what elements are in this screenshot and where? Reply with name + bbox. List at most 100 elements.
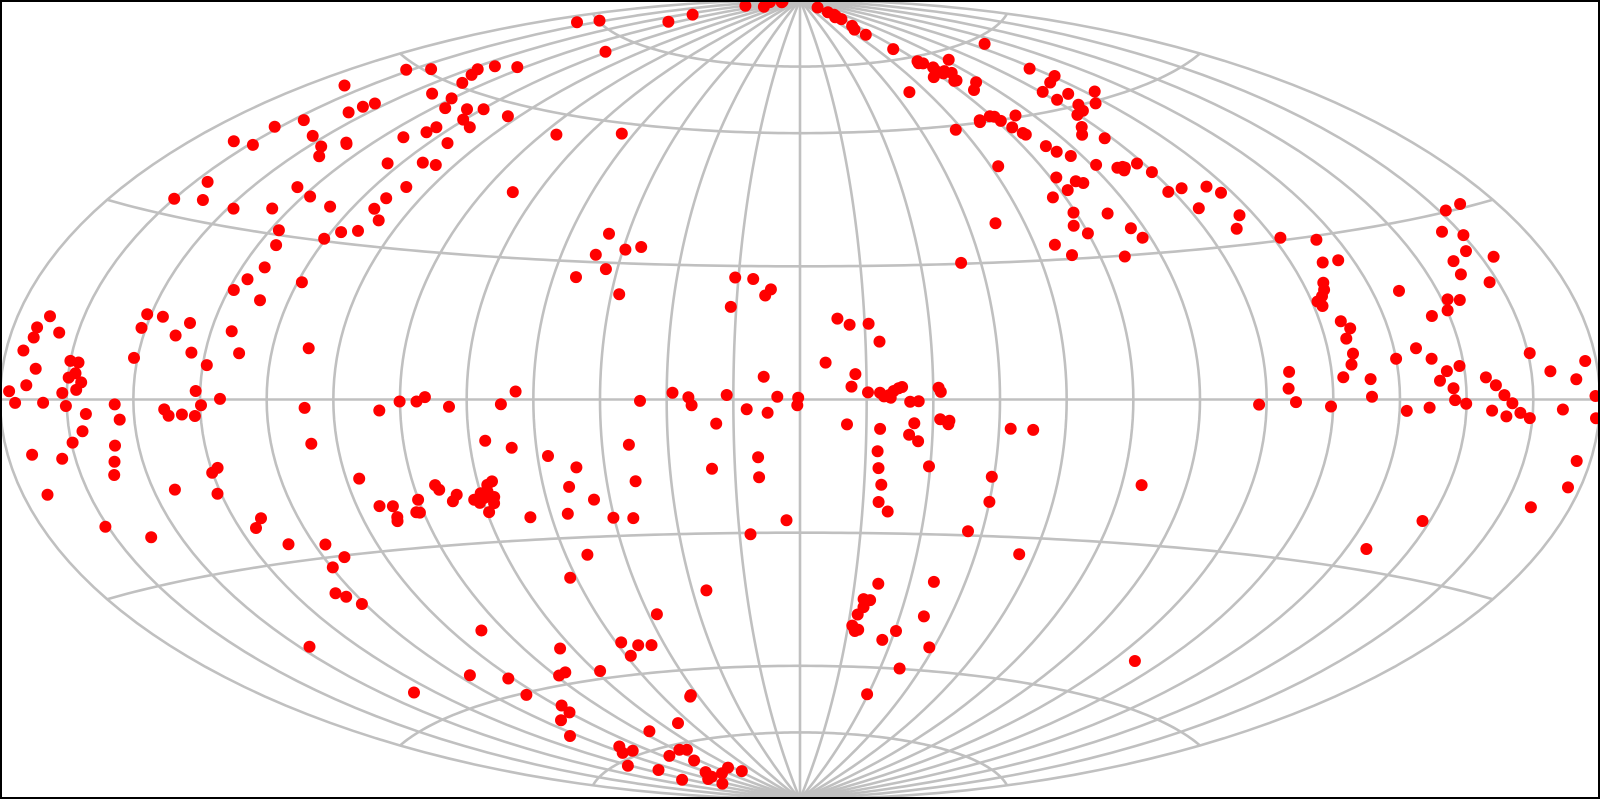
- source-point: [254, 294, 266, 307]
- source-point: [1067, 206, 1080, 219]
- source-point: [408, 686, 420, 699]
- source-point: [761, 406, 774, 419]
- source-point: [1290, 396, 1302, 409]
- source-point: [426, 87, 439, 100]
- source-point: [509, 385, 522, 398]
- source-point: [1364, 373, 1377, 386]
- source-point: [352, 224, 364, 237]
- source-point: [716, 777, 729, 790]
- source-point: [1215, 186, 1227, 199]
- source-point: [903, 86, 916, 99]
- source-point: [851, 608, 864, 621]
- source-point: [56, 387, 69, 399]
- source-point: [876, 633, 889, 646]
- source-point: [616, 746, 629, 759]
- source-point: [1500, 410, 1513, 423]
- source-point: [917, 57, 930, 70]
- source-point: [313, 150, 326, 163]
- source-point: [141, 308, 154, 321]
- source-point: [37, 396, 50, 409]
- source-point: [400, 63, 413, 76]
- source-point: [564, 730, 576, 742]
- source-point: [64, 354, 77, 367]
- source-point: [338, 551, 351, 564]
- source-point: [791, 399, 804, 412]
- source-point: [893, 662, 906, 675]
- source-point: [662, 15, 675, 28]
- source-point: [542, 450, 554, 462]
- source-point: [381, 157, 394, 170]
- source-point: [1274, 231, 1287, 244]
- source-point: [429, 479, 442, 492]
- source-point: [878, 390, 890, 403]
- source-point: [211, 487, 224, 500]
- source-point: [368, 202, 381, 215]
- source-point: [1460, 245, 1472, 258]
- source-point: [1334, 315, 1347, 328]
- source-point: [241, 273, 254, 286]
- source-point: [1050, 171, 1063, 184]
- source-point: [1062, 87, 1075, 100]
- source-point: [992, 160, 1005, 173]
- source-point: [570, 461, 583, 474]
- source-point: [923, 460, 935, 473]
- source-point: [380, 192, 393, 205]
- source-point: [735, 765, 748, 778]
- source-point: [1325, 400, 1337, 413]
- source-point: [599, 45, 612, 58]
- parallel-line: [399, 664, 1201, 747]
- source-point: [99, 520, 112, 533]
- source-point: [1544, 365, 1557, 378]
- source-point: [465, 68, 478, 81]
- source-point: [17, 344, 30, 357]
- source-point: [59, 400, 72, 412]
- source-point: [168, 192, 181, 205]
- source-point: [706, 462, 718, 475]
- source-point: [486, 475, 498, 488]
- source-point: [629, 475, 642, 488]
- source-point: [461, 103, 473, 116]
- source-point: [195, 399, 207, 412]
- source-point: [31, 321, 44, 334]
- source-point: [456, 76, 469, 89]
- source-point: [356, 100, 369, 113]
- source-point: [1064, 150, 1077, 162]
- source-point: [372, 214, 385, 227]
- source-point: [1162, 185, 1175, 198]
- source-point: [227, 284, 240, 296]
- source-point: [511, 61, 524, 74]
- source-point: [949, 123, 962, 136]
- source-point: [56, 452, 69, 465]
- source-point: [1366, 390, 1378, 403]
- source-point: [295, 276, 308, 289]
- source-point: [20, 379, 33, 392]
- source-point: [1023, 62, 1036, 75]
- source-point: [189, 385, 202, 397]
- source-point: [463, 669, 476, 682]
- source-point: [505, 441, 518, 454]
- source-point: [927, 575, 940, 588]
- source-point: [1046, 191, 1059, 204]
- source-point: [699, 766, 712, 779]
- source-point: [113, 413, 126, 426]
- source-point: [864, 594, 877, 607]
- source-point: [1454, 198, 1467, 210]
- source-point: [156, 310, 169, 323]
- source-point: [994, 114, 1007, 127]
- source-point: [1425, 310, 1438, 322]
- source-point: [1310, 233, 1323, 246]
- source-point: [494, 398, 507, 411]
- source-point: [672, 717, 684, 730]
- source-point: [266, 202, 279, 215]
- source-point: [340, 138, 353, 150]
- source-point: [1589, 390, 1600, 402]
- source-point: [1006, 121, 1019, 134]
- source-point: [1131, 157, 1143, 170]
- source-point: [680, 743, 693, 756]
- source-point: [849, 368, 862, 381]
- source-point: [303, 640, 316, 653]
- source-point: [445, 92, 458, 105]
- source-point: [342, 106, 355, 119]
- source-point: [246, 138, 259, 151]
- source-point: [1453, 360, 1466, 372]
